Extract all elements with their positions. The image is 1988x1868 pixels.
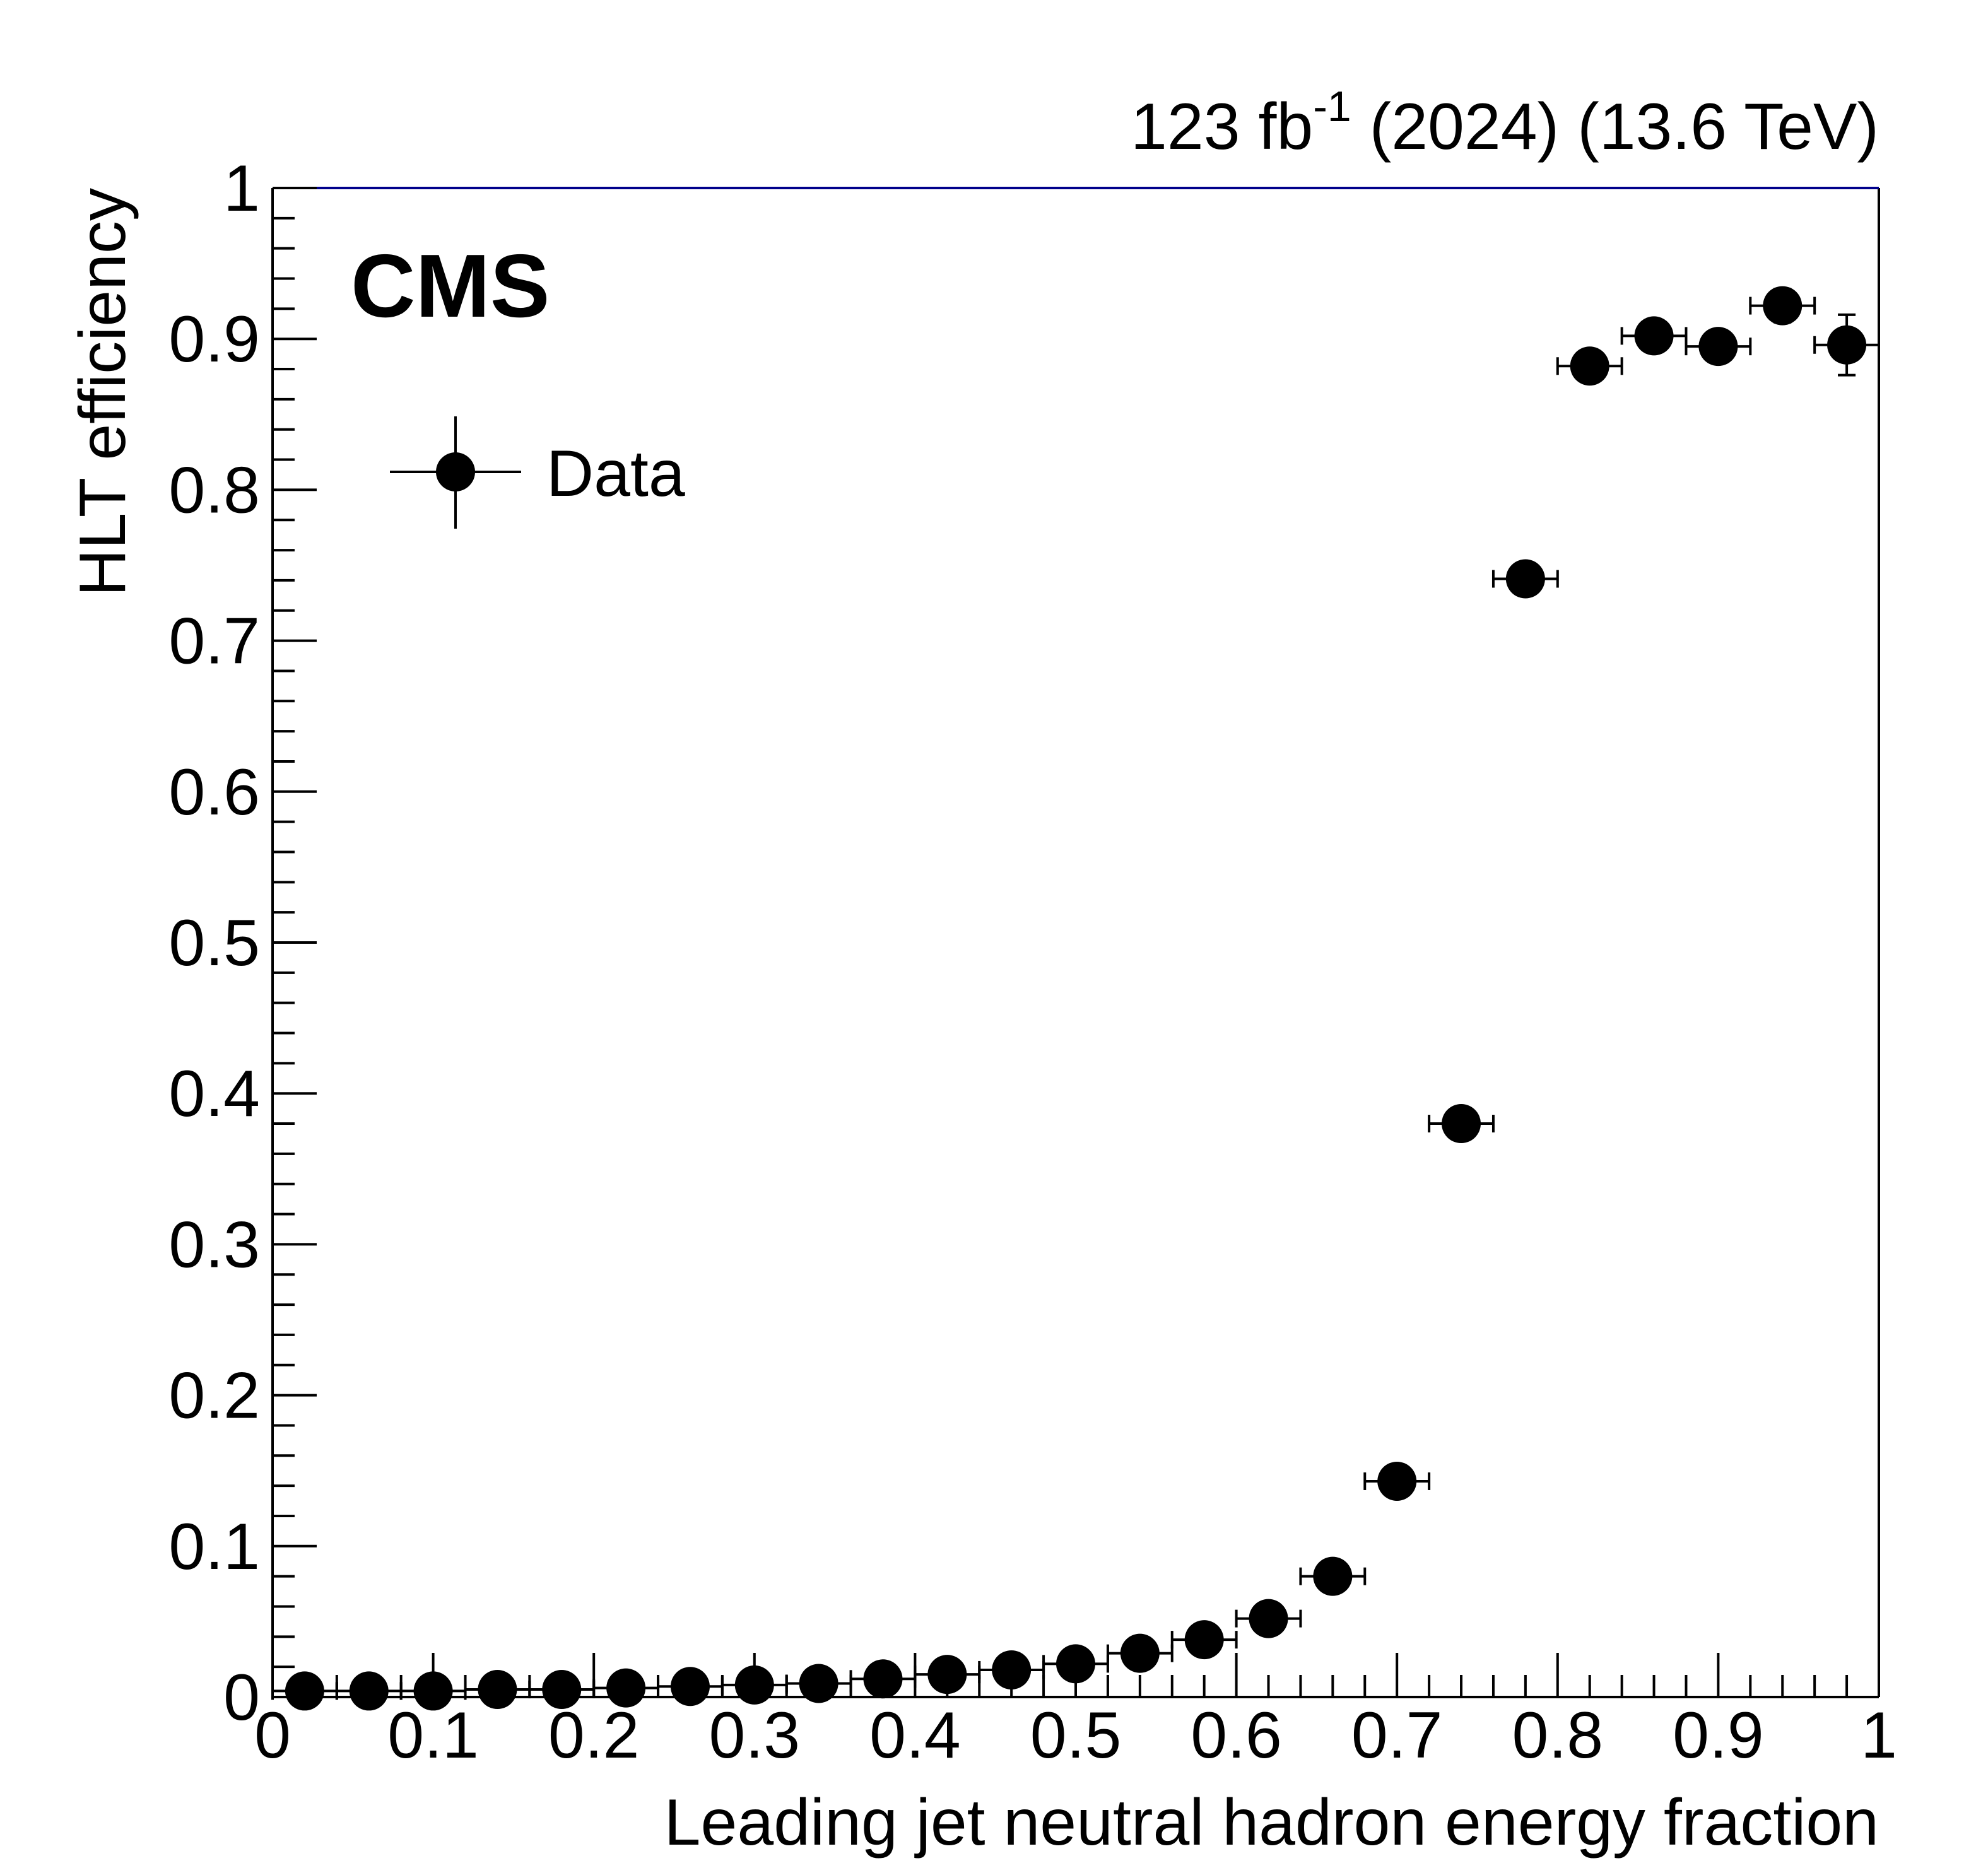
x-tick-label: 0.3 [709, 1699, 801, 1772]
x-tick-label: 0.4 [869, 1699, 961, 1772]
y-axis-title: HLT efficiency [66, 188, 139, 596]
data-marker [1249, 1599, 1288, 1638]
data-marker [1827, 325, 1867, 365]
data-point [1556, 346, 1623, 386]
legend-marker [436, 452, 475, 491]
y-tick-label: 0.2 [168, 1360, 260, 1433]
x-tick-label: 0.7 [1351, 1699, 1443, 1772]
data-marker [1505, 559, 1545, 599]
data-marker [542, 1670, 582, 1710]
data-marker [1120, 1633, 1160, 1673]
data-marker [285, 1671, 324, 1711]
data-point [1363, 1461, 1431, 1501]
x-tick-label: 0.6 [1191, 1699, 1282, 1772]
data-marker [1763, 286, 1803, 326]
data-point [1749, 286, 1816, 326]
y-tick-label: 0.8 [168, 454, 260, 527]
y-tick-label: 0.5 [168, 907, 260, 980]
lumi-label-suffix: (2024) (13.6 TeV) [1351, 90, 1879, 163]
y-tick-label: 1 [223, 152, 260, 225]
lumi-label-superscript: -1 [1313, 83, 1351, 131]
data-point [1106, 1633, 1173, 1673]
y-tick-label: 0.7 [168, 605, 260, 678]
x-tick-label: 0.9 [1673, 1699, 1764, 1772]
data-point [1235, 1599, 1302, 1638]
data-marker [1442, 1104, 1481, 1144]
data-marker [413, 1671, 453, 1711]
x-tick-label: 0.5 [1030, 1699, 1122, 1772]
y-axis-tick-labels: 0 0.1 0.2 0.3 0.4 0.5 0.6 0.7 0.8 0.9 1 [168, 152, 260, 1734]
data-point [1428, 1104, 1495, 1144]
y-tick-label: 0.4 [168, 1057, 260, 1131]
data-marker [927, 1655, 967, 1695]
data-point [1813, 313, 1880, 377]
y-tick-label: 0.6 [168, 756, 260, 829]
x-tick-label: 0.8 [1512, 1699, 1604, 1772]
data-marker [734, 1665, 774, 1705]
data-point [1685, 327, 1752, 367]
data-marker [1377, 1461, 1417, 1501]
legend: Data [390, 416, 685, 529]
data-marker [1570, 346, 1609, 386]
data-point [1170, 1620, 1238, 1660]
x-tick-label: 0 [254, 1699, 291, 1772]
data-marker [478, 1670, 517, 1710]
data-point [1299, 1556, 1367, 1596]
y-tick-label: 0.9 [168, 303, 260, 376]
data-marker [1313, 1556, 1353, 1596]
x-tick-label: 1 [1861, 1699, 1897, 1772]
data-marker [799, 1664, 838, 1703]
data-marker [1184, 1620, 1224, 1660]
y-axis-ticks [273, 187, 317, 1698]
x-tick-label: 0.2 [548, 1699, 640, 1772]
data-marker [863, 1659, 903, 1699]
data-marker [606, 1668, 646, 1708]
lumi-label: 123 fb-1 (2024) (13.6 TeV) [1131, 83, 1879, 163]
y-tick-label: 0.1 [168, 1510, 260, 1583]
data-marker [1056, 1644, 1095, 1684]
x-axis-tick-labels: 0 0.1 0.2 0.3 0.4 0.5 0.6 0.7 0.8 0.9 1 [254, 1699, 1897, 1772]
y-tick-label: 0 [223, 1661, 260, 1734]
data-marker [992, 1650, 1032, 1689]
data-marker [670, 1667, 710, 1706]
lumi-label-main: 123 fb [1131, 90, 1313, 163]
legend-label-data: Data [546, 437, 685, 510]
data-point [978, 1650, 1045, 1689]
x-axis-title: Leading jet neutral hadron energy fracti… [664, 1786, 1879, 1859]
cms-label: CMS [351, 236, 550, 336]
data-marker [1634, 316, 1674, 356]
data-marker [1698, 327, 1738, 367]
x-tick-label: 0.1 [387, 1699, 479, 1772]
data-point [1042, 1644, 1109, 1684]
data-point [1491, 559, 1559, 599]
data-marker [349, 1671, 389, 1711]
y-tick-label: 0.3 [168, 1208, 260, 1281]
data-series [271, 286, 1880, 1711]
